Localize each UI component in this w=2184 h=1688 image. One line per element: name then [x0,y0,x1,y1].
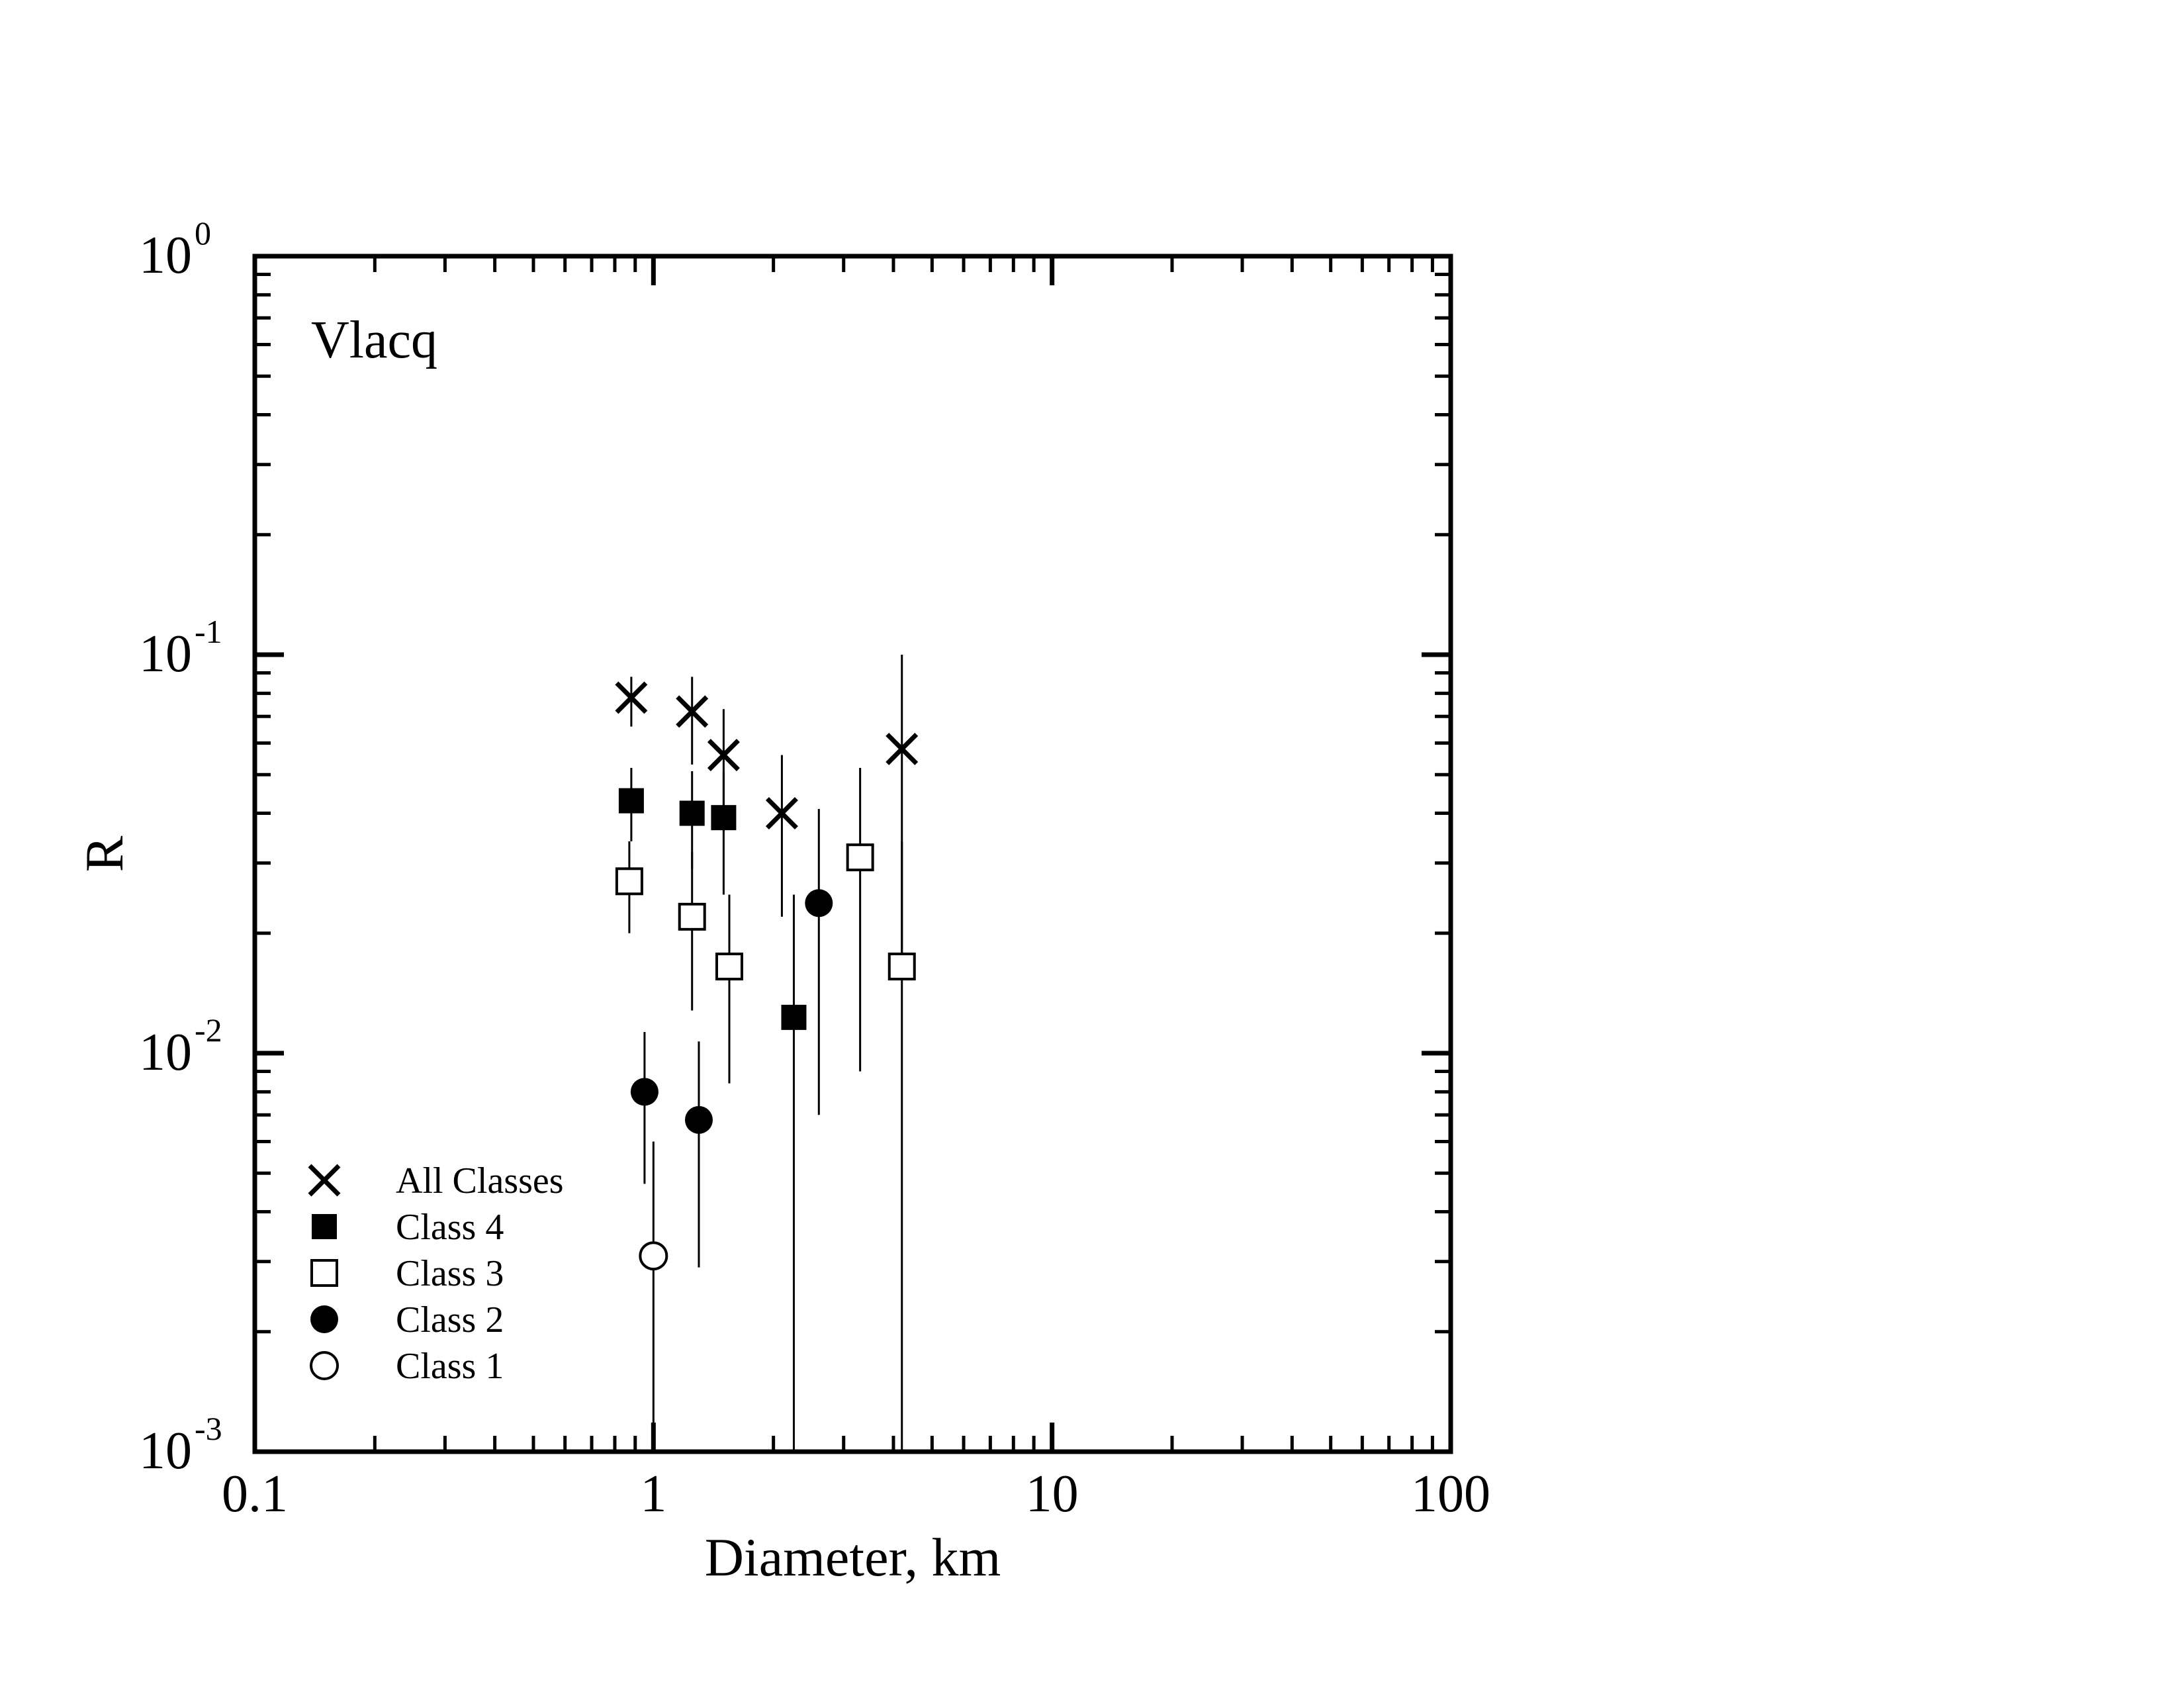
cross-stroke [615,681,648,714]
y-axis-label: R [74,835,134,872]
data-point [805,889,833,917]
x-tick-label: 0.1 [222,1465,288,1523]
x-axis-label: Diameter, km [705,1527,1001,1587]
y-tick-label: 10 [139,226,192,285]
data-point [781,1004,807,1030]
y-tick-label: 10 [139,625,192,683]
data-point [679,800,705,826]
legend-marker [310,1351,339,1380]
cross-stroke [676,695,709,728]
y-tick-label-exponent: 0 [195,214,211,252]
legend-label: Class 3 [396,1253,504,1294]
data-point [707,739,740,772]
data-point [846,843,874,872]
data-point [676,695,709,728]
legend: All Classes Class 4 Class 3 Class 2 Class 1 [308,1160,564,1387]
data-point [886,732,919,765]
data-point [887,953,916,981]
x-tick-label: 10 [1026,1465,1079,1523]
plot-frame [252,254,1453,1454]
data-point [765,797,798,830]
y-tick-label: 10 [139,1422,192,1480]
legend-marker [312,1214,337,1239]
data-point [678,902,706,931]
y-tick-label-exponent: -2 [195,1011,222,1049]
cross-stroke [707,739,740,772]
legend-marker [310,1305,338,1333]
cross-stroke [308,1164,341,1197]
legend-marker [310,1259,338,1287]
data-point [615,681,648,714]
y-tick-label-exponent: -1 [195,613,222,650]
data-point [715,953,743,981]
data-point [639,1241,668,1271]
axis-ticks [252,254,1453,1454]
y-tick-label-exponent: -3 [195,1410,222,1447]
legend-label: Class 2 [396,1299,504,1340]
x-tick-label: 1 [640,1465,666,1523]
data-point [711,805,737,831]
cross-stroke [765,797,798,830]
plot-annotation: Vlacq [311,311,437,369]
data-point [618,788,644,814]
data-point [615,867,643,896]
data-markers [615,681,919,1271]
data-point [630,1078,659,1106]
legend-label: All Classes [396,1160,564,1201]
cross-stroke [886,732,919,765]
x-tick-label: 100 [1411,1465,1490,1523]
legend-label: Class 1 [396,1346,504,1387]
legend-label: Class 4 [396,1207,504,1248]
y-tick-label: 10 [139,1023,192,1082]
legend-marker [308,1164,341,1197]
data-point [684,1105,713,1134]
error-bars [628,655,903,1452]
